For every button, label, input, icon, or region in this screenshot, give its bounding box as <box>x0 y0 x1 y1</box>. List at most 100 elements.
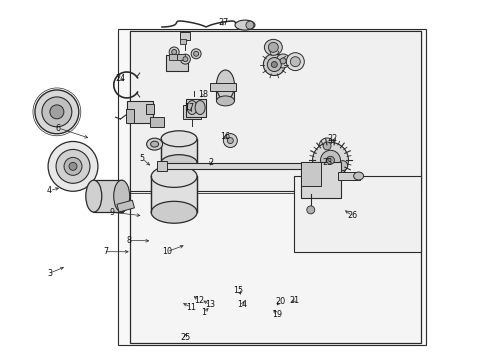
Bar <box>180 39 186 44</box>
Ellipse shape <box>161 131 197 147</box>
Ellipse shape <box>271 62 277 68</box>
Bar <box>146 104 154 114</box>
Circle shape <box>307 206 315 214</box>
Ellipse shape <box>235 20 255 30</box>
Circle shape <box>180 54 191 64</box>
Bar <box>166 55 188 71</box>
Text: 8: 8 <box>126 236 131 245</box>
Ellipse shape <box>150 141 159 147</box>
Bar <box>127 101 153 123</box>
Text: 10: 10 <box>162 247 172 256</box>
Bar <box>169 54 176 60</box>
Text: 21: 21 <box>290 296 300 305</box>
Bar <box>93 180 122 212</box>
Text: 9: 9 <box>110 208 115 217</box>
Circle shape <box>320 150 341 170</box>
Bar <box>180 32 191 40</box>
Ellipse shape <box>86 180 102 212</box>
Text: 20: 20 <box>275 297 285 306</box>
Ellipse shape <box>354 172 364 180</box>
Text: 4: 4 <box>47 186 52 195</box>
Text: 24: 24 <box>115 75 125 84</box>
Ellipse shape <box>217 70 234 100</box>
Text: 11: 11 <box>186 303 196 312</box>
Circle shape <box>280 58 286 64</box>
Ellipse shape <box>151 166 197 187</box>
Bar <box>211 83 236 91</box>
Text: 26: 26 <box>347 211 358 220</box>
Ellipse shape <box>263 54 285 76</box>
Bar <box>151 176 197 212</box>
Text: 15: 15 <box>234 286 244 295</box>
Ellipse shape <box>217 96 234 106</box>
Text: 22: 22 <box>328 134 338 143</box>
Ellipse shape <box>50 105 64 119</box>
Bar <box>162 163 343 168</box>
Polygon shape <box>118 30 426 345</box>
Circle shape <box>223 134 237 148</box>
Text: 27: 27 <box>218 18 228 27</box>
Ellipse shape <box>269 42 278 52</box>
Circle shape <box>227 138 233 144</box>
Bar <box>194 103 202 111</box>
Bar <box>301 162 321 186</box>
Text: 2: 2 <box>208 158 213 167</box>
Circle shape <box>276 54 290 68</box>
Ellipse shape <box>147 138 163 150</box>
Circle shape <box>319 138 335 154</box>
Bar <box>301 162 341 198</box>
Text: 5: 5 <box>140 154 145 163</box>
Ellipse shape <box>35 90 79 134</box>
Bar <box>176 54 185 60</box>
Polygon shape <box>130 31 421 191</box>
Bar <box>186 99 206 117</box>
Text: 25: 25 <box>180 333 191 342</box>
Ellipse shape <box>48 141 98 191</box>
Circle shape <box>326 156 335 164</box>
Ellipse shape <box>69 162 77 170</box>
Text: 1: 1 <box>201 308 206 317</box>
Circle shape <box>323 142 331 150</box>
Circle shape <box>286 53 304 71</box>
Polygon shape <box>130 31 421 343</box>
Ellipse shape <box>56 149 90 183</box>
Text: 6: 6 <box>56 123 61 132</box>
Bar <box>157 161 167 171</box>
Ellipse shape <box>268 58 281 72</box>
Circle shape <box>194 51 198 56</box>
Ellipse shape <box>114 180 130 212</box>
Bar <box>217 85 234 101</box>
Circle shape <box>191 49 201 59</box>
Text: 16: 16 <box>220 132 230 141</box>
Circle shape <box>291 57 300 67</box>
Circle shape <box>183 57 188 62</box>
Text: 14: 14 <box>238 300 247 309</box>
Text: 18: 18 <box>198 90 208 99</box>
Ellipse shape <box>42 97 72 127</box>
Bar <box>183 105 201 119</box>
Ellipse shape <box>195 100 205 114</box>
Text: 17: 17 <box>184 103 194 112</box>
Circle shape <box>338 161 348 171</box>
Circle shape <box>313 142 348 178</box>
Ellipse shape <box>151 201 197 223</box>
Text: 12: 12 <box>195 296 205 305</box>
Text: 23: 23 <box>322 158 332 167</box>
Bar <box>150 117 164 127</box>
Circle shape <box>246 21 254 29</box>
Bar <box>338 172 360 180</box>
Polygon shape <box>294 176 421 252</box>
Text: 19: 19 <box>271 310 282 319</box>
Text: 7: 7 <box>103 247 108 256</box>
Ellipse shape <box>265 39 282 55</box>
Circle shape <box>172 49 176 54</box>
Bar <box>126 109 134 123</box>
Ellipse shape <box>187 100 197 114</box>
Bar <box>161 139 197 163</box>
Text: 3: 3 <box>47 269 52 278</box>
Text: 13: 13 <box>205 300 215 309</box>
Bar <box>117 200 134 212</box>
Ellipse shape <box>64 157 82 175</box>
Ellipse shape <box>161 155 197 171</box>
Circle shape <box>169 47 179 57</box>
